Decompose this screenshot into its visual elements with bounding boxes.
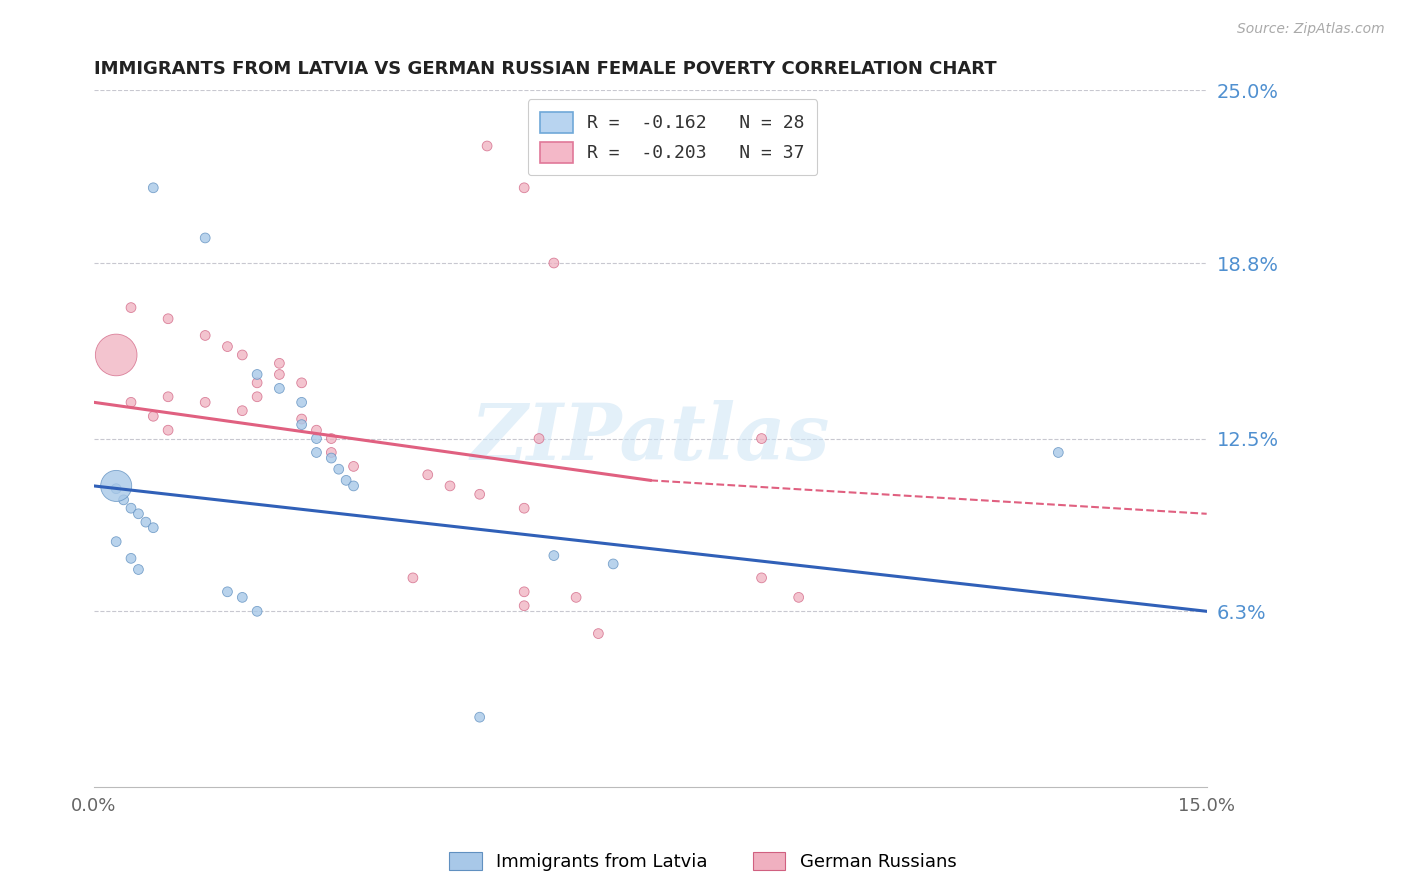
Point [468, 710, 491, 724]
Point [342, 459, 364, 474]
Point [142, 409, 165, 424]
Point [112, 492, 135, 507]
Text: IMMIGRANTS FROM LATVIA VS GERMAN RUSSIAN FEMALE POVERTY CORRELATION CHART: IMMIGRANTS FROM LATVIA VS GERMAN RUSSIAN… [94, 60, 997, 78]
Point [269, 381, 291, 395]
Point [246, 390, 269, 404]
Point [513, 501, 536, 516]
Point [787, 591, 810, 605]
Point [269, 368, 291, 382]
Point [588, 626, 610, 640]
Point [231, 348, 253, 362]
Text: Source: ZipAtlas.com: Source: ZipAtlas.com [1237, 22, 1385, 37]
Point [194, 395, 217, 409]
Legend: R =  -0.162   N = 28, R =  -0.203   N = 37: R = -0.162 N = 28, R = -0.203 N = 37 [527, 99, 817, 176]
Legend: Immigrants from Latvia, German Russians: Immigrants from Latvia, German Russians [441, 845, 965, 879]
Point [527, 432, 550, 446]
Point [402, 571, 425, 585]
Point [246, 604, 269, 618]
Point [305, 445, 328, 459]
Point [543, 256, 565, 270]
Point [321, 451, 343, 466]
Point [105, 348, 128, 362]
Point [142, 521, 165, 535]
Point [127, 562, 149, 576]
Point [513, 584, 536, 599]
Text: ZIPatlas: ZIPatlas [471, 401, 830, 477]
Point [217, 584, 239, 599]
Point [105, 479, 128, 493]
Point [120, 501, 142, 516]
Point [231, 403, 253, 417]
Point [157, 390, 180, 404]
Point [105, 482, 128, 496]
Point [231, 591, 253, 605]
Point [416, 467, 439, 482]
Point [120, 551, 142, 566]
Point [321, 445, 343, 459]
Point [751, 432, 773, 446]
Point [565, 591, 588, 605]
Point [439, 479, 461, 493]
Point [513, 181, 536, 195]
Point [269, 356, 291, 370]
Point [194, 231, 217, 245]
Point [335, 474, 357, 488]
Point [328, 462, 350, 476]
Point [246, 368, 269, 382]
Point [105, 534, 128, 549]
Point [217, 340, 239, 354]
Point [120, 395, 142, 409]
Point [468, 487, 491, 501]
Point [194, 328, 217, 343]
Point [246, 376, 269, 390]
Point [142, 181, 165, 195]
Point [157, 311, 180, 326]
Point [120, 301, 142, 315]
Point [543, 549, 565, 563]
Point [751, 571, 773, 585]
Point [305, 432, 328, 446]
Point [475, 139, 498, 153]
Point [291, 395, 314, 409]
Point [342, 479, 364, 493]
Point [135, 515, 157, 529]
Point [602, 557, 624, 571]
Point [513, 599, 536, 613]
Point [1047, 445, 1070, 459]
Point [157, 423, 180, 437]
Point [127, 507, 149, 521]
Point [291, 376, 314, 390]
Point [305, 423, 328, 437]
Point [291, 412, 314, 426]
Point [321, 432, 343, 446]
Point [291, 417, 314, 432]
